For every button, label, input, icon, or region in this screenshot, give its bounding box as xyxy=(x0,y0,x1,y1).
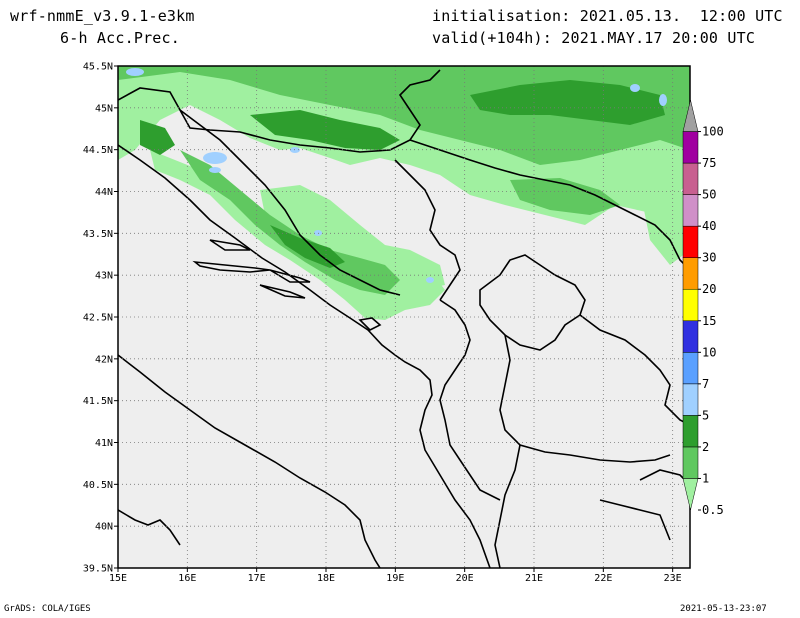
colorbar-segment xyxy=(682,257,699,290)
lat-label: 40.5N xyxy=(83,480,113,491)
lat-label: 39.5N xyxy=(83,564,113,575)
graticule xyxy=(118,66,690,568)
lon-label: 22E xyxy=(594,573,612,584)
longitude-labels: 15E 16E 17E 18E 19E 20E 21E 22E 23E xyxy=(109,573,682,584)
lon-label: 21E xyxy=(525,573,543,584)
colorbar-label: 2 xyxy=(702,440,709,454)
latitude-labels: 45.5N 45N 44.5N 44N 43.5N 43N 42.5N 42N 41.5N 41N… xyxy=(83,62,113,575)
lat-label: 45.5N xyxy=(83,62,113,73)
colorbar-label: 20 xyxy=(702,282,716,296)
lon-label: 23E xyxy=(664,573,682,584)
colorbar-segment xyxy=(682,415,699,448)
precip-area-dark-northeast xyxy=(470,80,665,125)
colorbar-segment xyxy=(682,225,699,258)
lat-label: 45N xyxy=(95,103,113,114)
lon-label: 19E xyxy=(386,573,404,584)
precip-area-dark-north xyxy=(250,110,400,150)
lat-label: 43.5N xyxy=(83,229,113,240)
colorbar-segment xyxy=(682,320,699,353)
colorbar-label: 0.5 xyxy=(702,503,724,517)
colorbar-label: 15 xyxy=(702,314,716,328)
lat-label: 42.5N xyxy=(83,313,113,324)
colorbar-segment xyxy=(682,131,699,164)
colorbar-label: 50 xyxy=(702,188,716,202)
lon-label: 18E xyxy=(317,573,335,584)
lat-label: 42N xyxy=(95,354,113,365)
precip-area-southeast xyxy=(640,180,690,265)
colorbar-label: 75 xyxy=(702,156,716,170)
precip-spots-5-7 xyxy=(126,68,667,283)
coastlines-and-borders xyxy=(118,69,690,568)
axis-ticks xyxy=(114,65,674,572)
lat-label: 44N xyxy=(95,187,113,198)
precip-area-dark-coast xyxy=(270,225,345,268)
lat-label: 41.5N xyxy=(83,396,113,407)
colorbar-segment xyxy=(682,446,699,479)
colorbar-label: 30 xyxy=(702,251,716,265)
lon-label: 20E xyxy=(456,573,474,584)
colorbar-segment xyxy=(682,194,699,227)
precip-area-dinaric xyxy=(260,185,445,290)
initialisation-time: initialisation: 2021.05.13. 12:00 UTC xyxy=(432,7,783,25)
lon-label: 16E xyxy=(178,573,196,584)
colorbar-label: 5 xyxy=(702,408,709,422)
lat-label: 40N xyxy=(95,522,113,533)
precip-area-dark-west xyxy=(140,120,175,155)
colorbar-label: 7 xyxy=(702,377,709,391)
colorbar-segment xyxy=(682,383,699,416)
grads-credit: GrADS: COLA/IGES xyxy=(4,604,91,614)
valid-time: valid(+104h): 2021.MAY.17 20:00 UTC xyxy=(432,29,756,47)
model-title: wrf-nmmE_v3.9.1-e3km xyxy=(10,7,195,25)
colorbar-label: 40 xyxy=(702,219,716,233)
precipitation-field xyxy=(118,66,690,568)
colorbar-segment xyxy=(682,288,699,322)
field-title: 6-h Acc.Prec. xyxy=(60,29,180,47)
precip-area-medium-coast xyxy=(180,150,400,295)
lon-label: 17E xyxy=(248,573,266,584)
render-timestamp: 2021-05-13-23:07 xyxy=(680,604,767,614)
colorbar-label: 10 xyxy=(702,345,716,359)
colorbar-segment xyxy=(682,162,699,195)
colorbar-label: 1 xyxy=(702,471,709,485)
colorbar-segment xyxy=(682,99,699,132)
precipitation-colorbar: 0.5 1 2 5 7 10 15 20 30 40 50 75 100 xyxy=(682,99,724,517)
lat-label: 43N xyxy=(95,271,113,282)
precip-area-medium-east xyxy=(510,178,620,215)
colorbar-segment xyxy=(682,352,699,385)
lon-label: 15E xyxy=(109,573,127,584)
lat-label: 41N xyxy=(95,438,113,449)
lat-label: 44.5N xyxy=(83,145,113,156)
colorbar-label: 100 xyxy=(702,125,724,139)
